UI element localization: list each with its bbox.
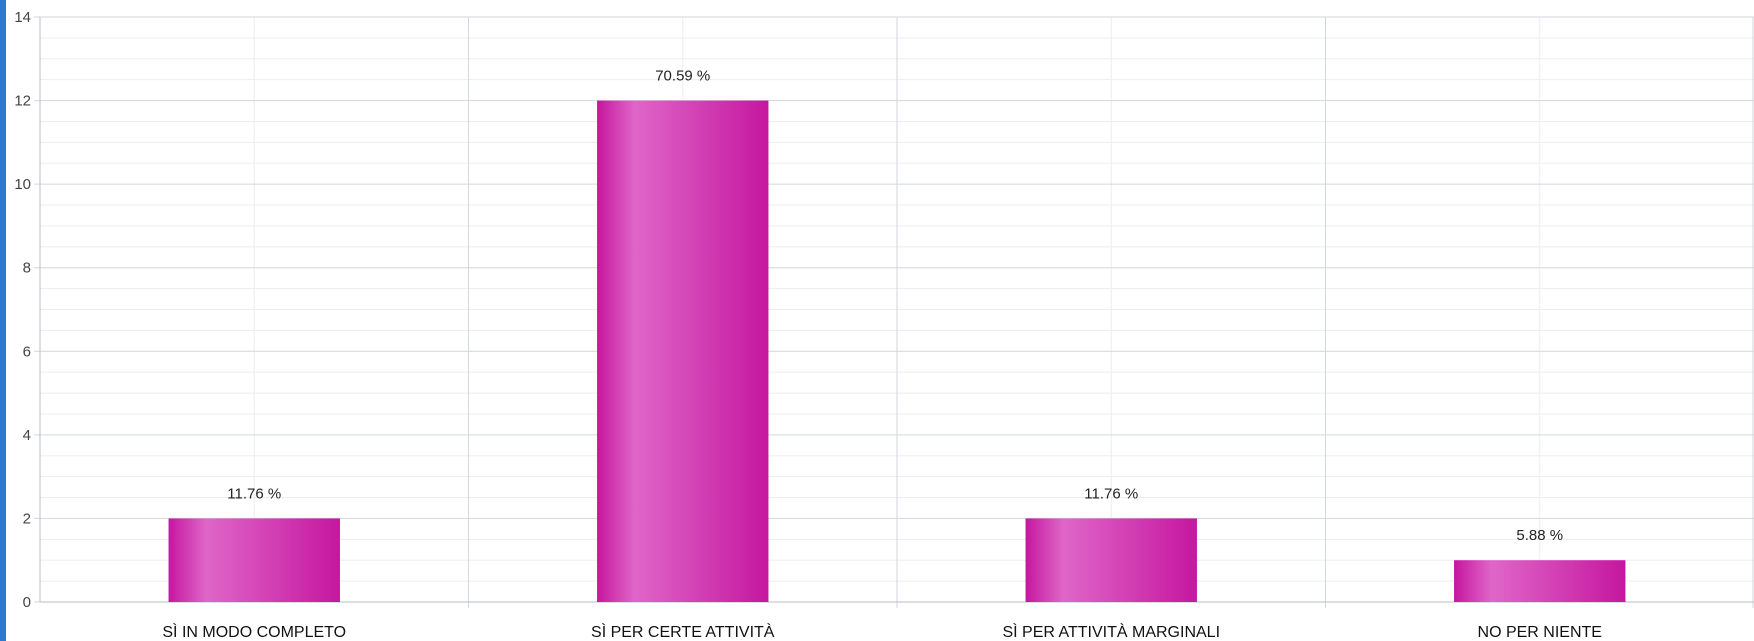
category-label: SÌ PER CERTE ATTIVITÀ — [591, 622, 775, 641]
category-label: NO PER NIENTE — [1478, 624, 1602, 641]
bar — [1025, 518, 1197, 602]
y-tick-label: 6 — [23, 343, 31, 360]
bar-layer — [168, 100, 1626, 603]
y-tick-label: 10 — [14, 176, 31, 193]
category-label: SÌ IN MODO COMPLETO — [162, 622, 346, 641]
data-label: 11.76 % — [1084, 485, 1138, 502]
data-label: 5.88 % — [1516, 527, 1563, 544]
data-label: 70.59 % — [655, 68, 710, 85]
bar — [597, 100, 769, 603]
y-tick-label: 8 — [23, 260, 31, 277]
left-accent-strip — [0, 0, 6, 641]
bar — [1454, 560, 1626, 602]
category-label: SÌ PER ATTIVITÀ MARGINALI — [1002, 622, 1220, 641]
y-tick-label: 14 — [14, 9, 31, 26]
y-tick-label: 2 — [23, 510, 31, 527]
y-tick-label: 0 — [23, 594, 31, 611]
y-tick-label: 12 — [14, 93, 31, 110]
data-label: 11.76 % — [227, 485, 281, 502]
label-layer: 11.76 % SÌ IN MODO COMPLETO 70.59 % SÌ PER … — [162, 68, 1602, 641]
bar — [168, 518, 340, 602]
y-tick-label: 4 — [23, 427, 31, 444]
